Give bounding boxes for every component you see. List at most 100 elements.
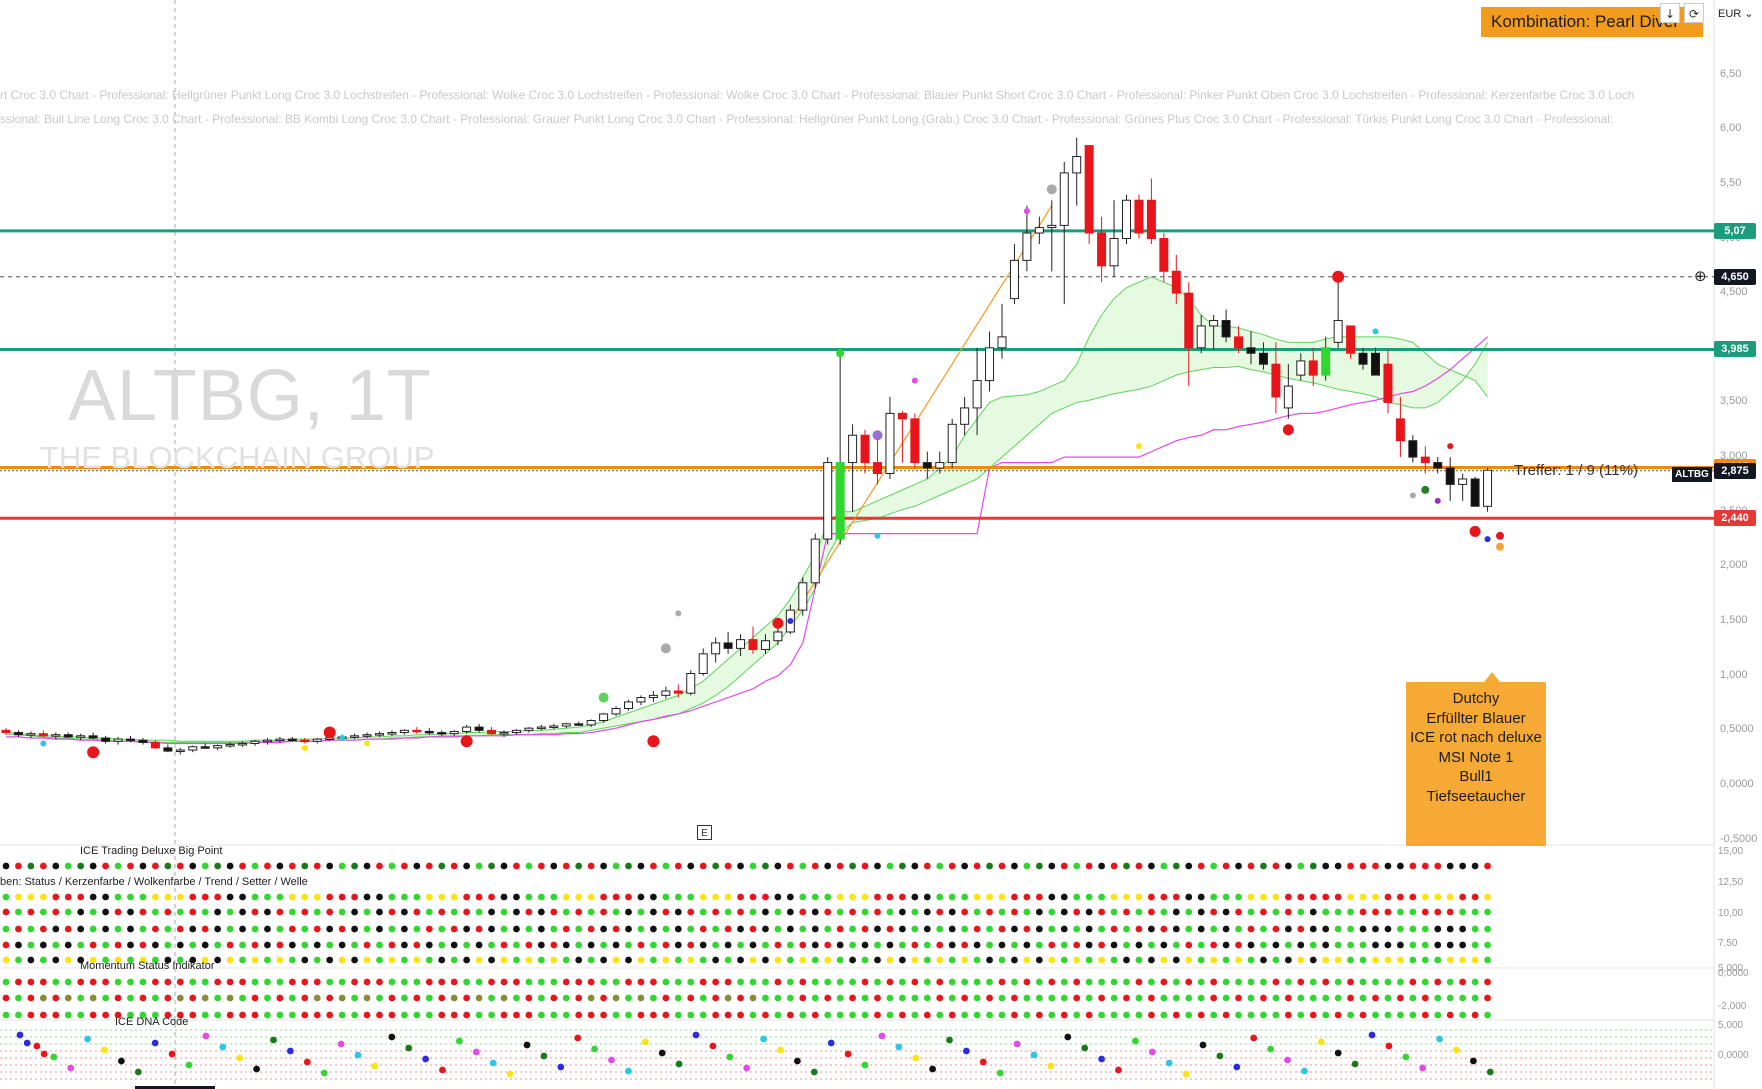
- indicator-dot: [961, 956, 969, 964]
- indicator-dot: [662, 978, 670, 986]
- indicator-dot: [600, 941, 607, 949]
- indicator-dot: [1110, 978, 1118, 986]
- indicator-dot: [1446, 925, 1454, 933]
- indicator-dot: [288, 978, 296, 986]
- indicator-dot: [164, 1011, 172, 1019]
- candle-body: [636, 697, 646, 703]
- indicator-dot: [1172, 893, 1180, 901]
- indicator-dot: [998, 994, 1006, 1002]
- signal-dot: [1135, 443, 1142, 450]
- indicator-dot: [102, 908, 109, 916]
- indicator-dot: [936, 893, 944, 901]
- candle-body: [698, 653, 708, 675]
- indicator-dot: [1284, 908, 1292, 916]
- indicator-dot: [1011, 956, 1018, 964]
- indicator-dot: [114, 956, 122, 964]
- indicator-dot: [600, 862, 607, 870]
- signal-dot: [1023, 208, 1030, 215]
- indicator-dot: [886, 956, 894, 964]
- indicator-dot: [313, 994, 321, 1002]
- indicator-dot: [351, 956, 358, 964]
- refresh-icon[interactable]: ⟳: [1684, 3, 1704, 23]
- indicator-dot: [1347, 1011, 1354, 1019]
- indicator-dot: [475, 893, 483, 901]
- candle-body: [1034, 227, 1044, 234]
- signal-dot: [1046, 184, 1057, 195]
- indicator-dot: [1284, 893, 1292, 901]
- indicator-dot: [724, 908, 732, 916]
- indicator-dot: [612, 994, 620, 1002]
- candle-body: [362, 734, 372, 737]
- indicator-dot: [1210, 978, 1218, 986]
- indicator-dot: [39, 925, 47, 933]
- indicator-dot: [1048, 908, 1056, 916]
- indicator-dot: [89, 994, 97, 1002]
- indicator-dot: [986, 893, 993, 901]
- indicator-dot: [724, 925, 732, 933]
- indicator-dot: [699, 1011, 707, 1019]
- indicator-dot: [338, 956, 346, 964]
- indicator-dot: [1334, 941, 1342, 949]
- earnings-marker[interactable]: E: [697, 825, 712, 840]
- indicator-dot: [139, 1011, 147, 1019]
- dna-dot: [1064, 1033, 1072, 1041]
- indicator-dot: [139, 925, 147, 933]
- indicator-dot: [2, 941, 10, 949]
- dna-dot: [946, 1036, 953, 1044]
- indicator-dot: [1334, 994, 1342, 1002]
- indicator-dot: [301, 908, 309, 916]
- indicator-dot: [1322, 978, 1330, 986]
- indicator-dot: [575, 925, 583, 933]
- indicator-dot: [637, 925, 645, 933]
- indicator-dot: [1098, 893, 1105, 901]
- indicator-dot: [425, 893, 433, 901]
- candle-body: [1420, 456, 1430, 464]
- indicator-dot: [401, 994, 408, 1002]
- indicator-dot: [1284, 941, 1292, 949]
- indicator-dot: [1272, 994, 1280, 1002]
- indicator-dot: [513, 941, 520, 949]
- dna-dot: [540, 1052, 548, 1060]
- indicator-dot: [811, 908, 819, 916]
- indicator-dot: [176, 1011, 184, 1019]
- indicator-dot: [1471, 941, 1479, 949]
- indicator-dot: [836, 908, 844, 916]
- indicator-dot: [774, 956, 782, 964]
- indicator-dot: [1210, 1011, 1218, 1019]
- candle-body: [1383, 363, 1393, 403]
- indicator-dot: [388, 978, 396, 986]
- indicator-dot: [550, 862, 558, 870]
- indicator-dot: [450, 956, 458, 964]
- currency-selector[interactable]: EUR ⌄: [1718, 8, 1754, 20]
- indicator-dot: [1060, 941, 1068, 949]
- indicator-dot: [288, 893, 296, 901]
- indicator-dot: [1247, 978, 1255, 986]
- indicator-dot: [1085, 893, 1093, 901]
- add-alert-icon[interactable]: ⊕: [1694, 266, 1707, 285]
- indicator-dot: [15, 893, 22, 901]
- indicator-dot: [911, 893, 919, 901]
- price-tick-label: 6,00: [1720, 122, 1742, 135]
- candle-body: [1221, 319, 1231, 338]
- candle-body: [1358, 352, 1368, 365]
- indicator-dot: [176, 941, 184, 949]
- indicator-dot: [413, 862, 421, 870]
- indicator-dot: [986, 1011, 993, 1019]
- indicator-dot: [961, 994, 969, 1002]
- indicator-dot: [1011, 941, 1018, 949]
- indicator-dot: [911, 956, 919, 964]
- indicator-dot: [1409, 908, 1417, 916]
- indicator-dot: [650, 908, 657, 916]
- indicator-dot: [463, 956, 471, 964]
- signal-dot: [1372, 328, 1379, 335]
- callout-line: Tiefseetaucher: [1426, 787, 1526, 805]
- indicator-dot: [662, 956, 670, 964]
- download-icon[interactable]: ↓: [1660, 3, 1680, 23]
- indicator-dot: [799, 908, 807, 916]
- indicator-dot: [513, 1011, 520, 1019]
- indicator-dot: [886, 978, 894, 986]
- indicator-dot: [587, 862, 595, 870]
- indicator-dot: [1123, 925, 1130, 933]
- indicator-dot: [52, 1011, 60, 1019]
